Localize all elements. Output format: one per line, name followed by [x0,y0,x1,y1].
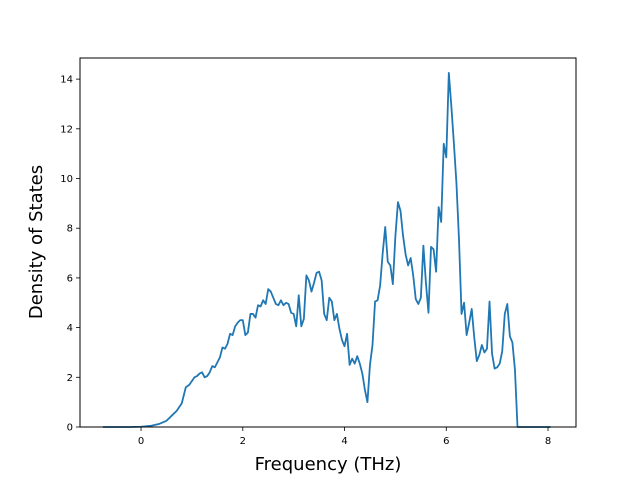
y-tick-label: 6 [67,273,73,284]
y-tick-label: 10 [60,174,73,185]
x-tick-label: 2 [240,436,246,447]
x-tick-label: 4 [341,436,347,447]
y-tick-label: 8 [67,224,73,235]
y-tick-label: 12 [60,124,73,135]
dos-series-line-0 [102,72,551,428]
y-axis-label: Density of States [26,165,47,319]
x-axis-label: Frequency (THz) [255,454,402,475]
y-axis-ticks: 0 2 4 6 8 10 12 14 [60,75,80,434]
plot-area-background [80,58,576,427]
series-layer [102,72,551,428]
plot-frame [79,57,577,428]
x-tick-label: 6 [443,436,449,447]
x-tick-label: 8 [545,436,551,447]
x-tick-label: 0 [138,436,144,447]
y-tick-label: 4 [67,323,73,334]
x-axis-ticks: 0 2 4 6 8 [138,427,551,447]
y-tick-label: 14 [60,75,73,86]
y-tick-label: 2 [67,373,73,384]
y-tick-label: 0 [67,423,73,434]
